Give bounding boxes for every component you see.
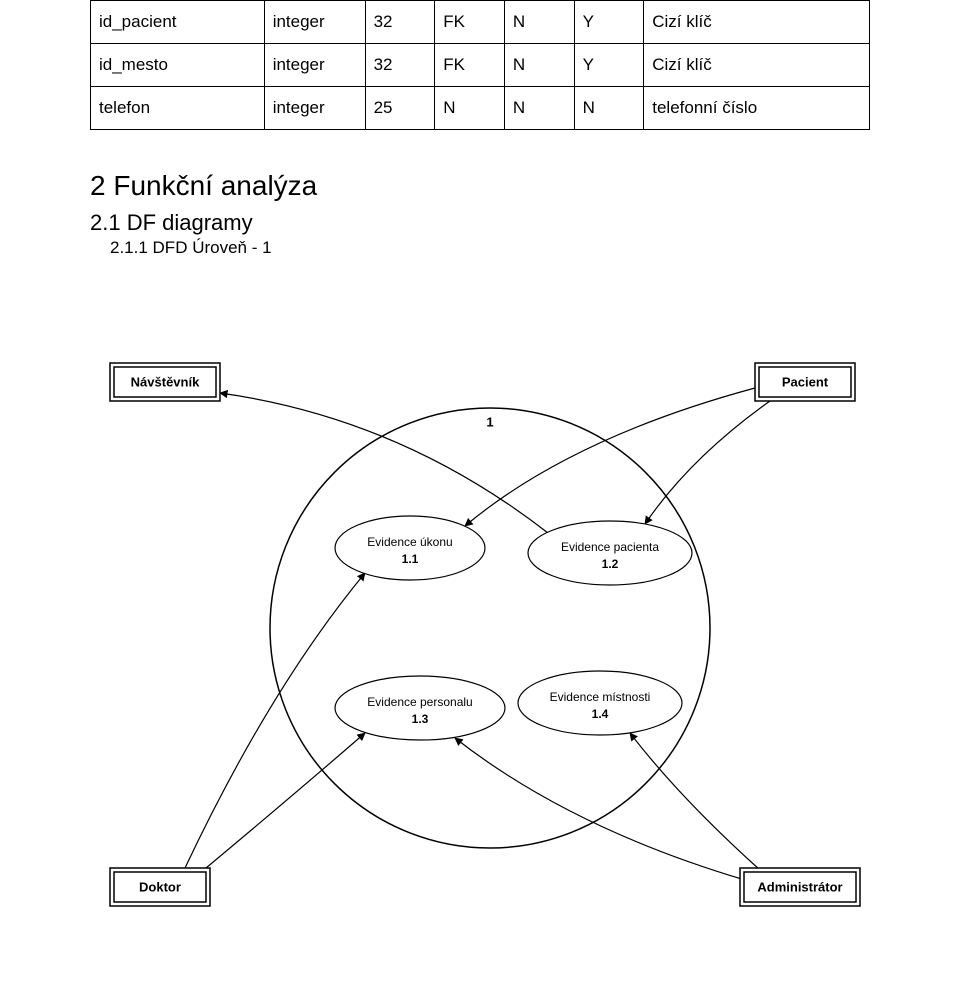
cell-key: N — [435, 87, 505, 130]
process-number: 1.1 — [402, 552, 419, 566]
cell-null: N — [504, 44, 574, 87]
external-label: Doktor — [139, 879, 181, 894]
table-row: telefon integer 25 N N N telefonní číslo — [91, 87, 870, 130]
cell-null: N — [504, 1, 574, 44]
cell-type: integer — [264, 1, 365, 44]
cell-type: integer — [264, 44, 365, 87]
external-label: Pacient — [782, 374, 829, 389]
process-number: 1.4 — [592, 707, 609, 721]
cell-idx: Y — [574, 1, 644, 44]
process-number: 1.2 — [602, 557, 619, 571]
flow-line — [645, 401, 770, 524]
dfd-diagram: 1 Evidence úkonu 1.1 Evidence pacienta 1.2 Ev… — [90, 268, 870, 918]
subsubsection-heading: 2.1.1 DFD Úroveň - 1 — [110, 238, 870, 258]
external-navstevnik: Návštěvník — [110, 363, 220, 401]
cell-len: 32 — [365, 1, 435, 44]
cell-null: N — [504, 87, 574, 130]
cell-name: id_mesto — [91, 44, 265, 87]
table-row: id_mesto integer 32 FK N Y Cizí klíč — [91, 44, 870, 87]
flow-line — [455, 738, 745, 880]
external-administrator: Administrátor — [740, 868, 860, 906]
dfd-svg: 1 Evidence úkonu 1.1 Evidence pacienta 1.2 Ev… — [90, 268, 870, 918]
cell-idx: N — [574, 87, 644, 130]
flow-line — [220, 393, 548, 533]
cell-key: FK — [435, 44, 505, 87]
cell-name: telefon — [91, 87, 265, 130]
flow-line — [630, 733, 760, 870]
cell-len: 25 — [365, 87, 435, 130]
cell-name: id_pacient — [91, 1, 265, 44]
cell-type: integer — [264, 87, 365, 130]
table-row: id_pacient integer 32 FK N Y Cizí klíč — [91, 1, 870, 44]
process-label: Evidence pacienta — [561, 540, 659, 554]
context-boundary — [270, 408, 710, 848]
context-label: 1 — [486, 414, 493, 429]
cell-desc: Cizí klíč — [644, 44, 870, 87]
schema-table: id_pacient integer 32 FK N Y Cizí klíč i… — [90, 0, 870, 130]
page: id_pacient integer 32 FK N Y Cizí klíč i… — [0, 0, 960, 985]
cell-idx: Y — [574, 44, 644, 87]
cell-desc: Cizí klíč — [644, 1, 870, 44]
section-heading: 2 Funkční analýza — [90, 170, 870, 202]
external-doktor: Doktor — [110, 868, 210, 906]
cell-desc: telefonní číslo — [644, 87, 870, 130]
process-number: 1.3 — [412, 712, 429, 726]
process-label: Evidence personalu — [367, 695, 472, 709]
flow-line — [200, 733, 365, 873]
process-label: Evidence úkonu — [367, 535, 452, 549]
cell-key: FK — [435, 1, 505, 44]
external-pacient: Pacient — [755, 363, 855, 401]
cell-len: 32 — [365, 44, 435, 87]
external-label: Administrátor — [757, 879, 842, 894]
process-label: Evidence místnosti — [550, 690, 651, 704]
subsection-heading: 2.1 DF diagramy — [90, 210, 870, 236]
external-label: Návštěvník — [131, 374, 200, 389]
flow-line — [185, 573, 365, 868]
